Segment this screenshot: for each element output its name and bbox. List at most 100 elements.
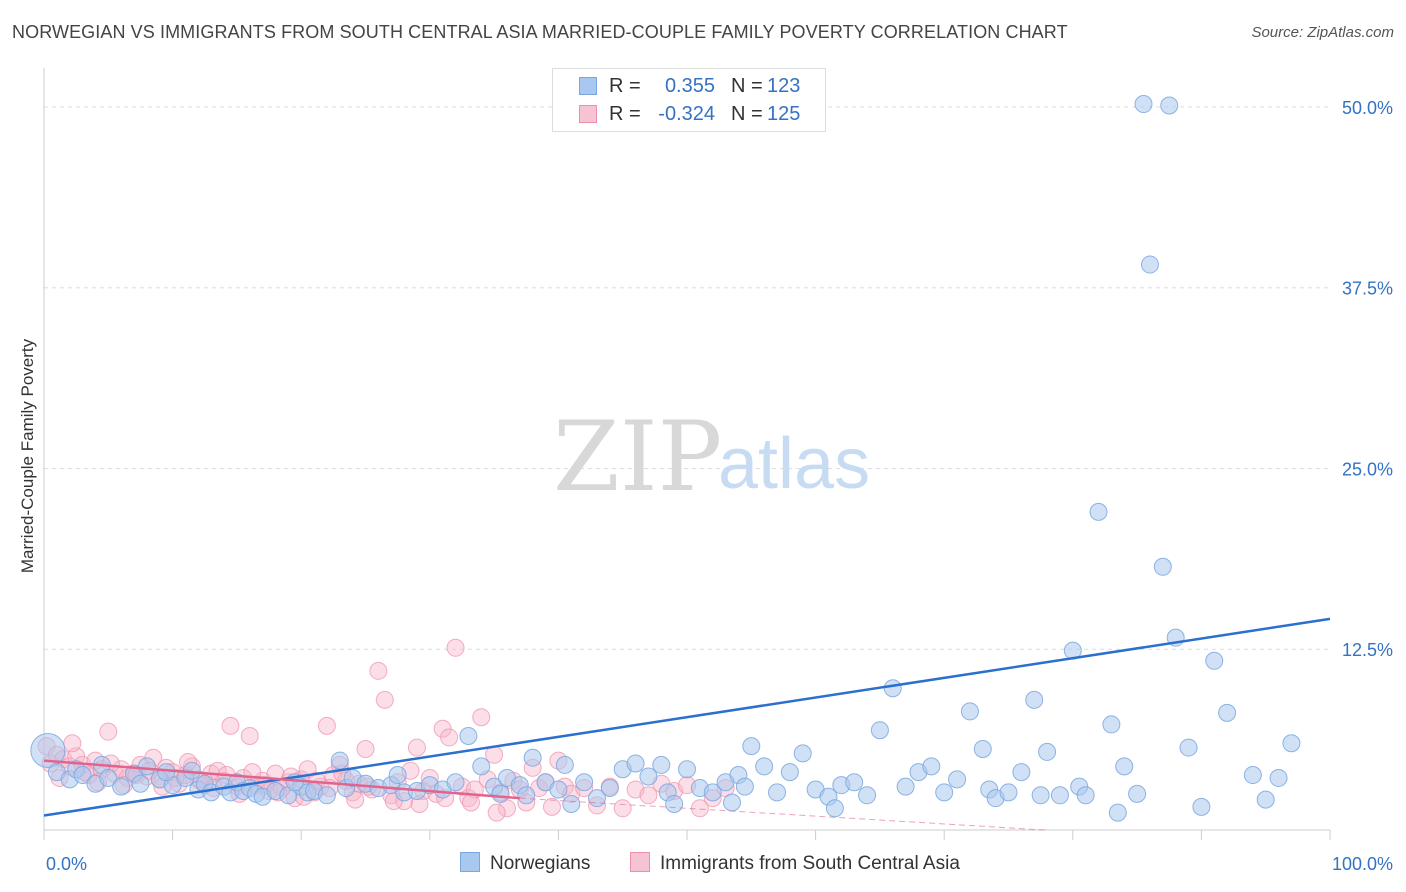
norwegians-point: [137, 757, 156, 776]
n-value-norwegians: 123: [767, 75, 801, 97]
correlation-stats-box: R = 0.355 N = 123 R = -0.324 N = 125: [552, 68, 826, 132]
immigrants-point: [487, 803, 506, 822]
norwegians-point: [652, 755, 671, 774]
y-tick-label: 37.5%: [1342, 279, 1393, 299]
n-value-immigrants: 125: [767, 103, 801, 125]
immigrants-point: [99, 722, 118, 741]
norwegians-point: [1140, 255, 1159, 274]
norwegians-point: [317, 786, 336, 805]
norwegians-point: [1108, 803, 1127, 822]
norwegians-point: [1243, 766, 1262, 785]
norwegians-point: [131, 774, 150, 793]
immigrants-point: [407, 738, 426, 757]
immigrants-point: [446, 638, 465, 657]
norwegians-point: [922, 757, 941, 776]
norwegians-point: [1128, 784, 1147, 803]
norwegians-point: [768, 783, 787, 802]
norwegians-point: [626, 754, 645, 773]
norwegians-point: [780, 763, 799, 782]
norwegians-point: [735, 777, 754, 796]
norwegians-point: [575, 773, 594, 792]
norwegians-point: [491, 784, 510, 803]
axes: [43, 68, 1331, 840]
norwegians-point: [1153, 557, 1172, 576]
norwegians-point: [73, 766, 92, 785]
x-tick-label: 100.0%: [1332, 854, 1393, 874]
trend-lines: [43, 617, 1331, 831]
norwegians-points: [30, 95, 1301, 822]
grid-lines: [44, 106, 1330, 650]
norwegians-point: [665, 794, 684, 813]
norwegians-point: [1038, 742, 1057, 761]
norwegians-point: [935, 783, 954, 802]
stats-row-norwegians: R = 0.355 N = 123: [553, 73, 825, 99]
norwegians-point: [549, 780, 568, 799]
norwegians-point: [1031, 786, 1050, 805]
legend-item-norwegians[interactable]: Norwegians: [460, 852, 590, 875]
norwegians-point: [446, 773, 465, 792]
norwegians-point: [742, 737, 761, 756]
immigrants-point: [542, 797, 561, 816]
norwegians-point: [1012, 763, 1031, 782]
immigrants-legend-swatch: [630, 852, 650, 872]
norwegians-point: [562, 794, 581, 813]
norwegians-point: [883, 679, 902, 698]
stats-row-immigrants: R = -0.324 N = 125: [553, 101, 825, 127]
r-label: R =: [609, 75, 641, 97]
norwegians-point: [112, 777, 131, 796]
norwegians-point: [600, 779, 619, 798]
source-label: Source: ZipAtlas.com: [1251, 24, 1394, 41]
n-label: N =: [731, 103, 763, 125]
immigrants-point: [613, 799, 632, 818]
watermark-zip: ZIP: [553, 401, 722, 513]
norwegians-point: [858, 786, 877, 805]
norwegians-point: [723, 793, 742, 812]
norwegians-point: [30, 732, 66, 768]
immigrants-trend-line: [43, 759, 520, 800]
norwegians-point: [1115, 757, 1134, 776]
r-label: R =: [609, 103, 641, 125]
norwegians-point: [793, 744, 812, 763]
norwegians-point: [1076, 786, 1095, 805]
norwegians-point: [330, 751, 349, 770]
norwegians-swatch: [579, 77, 597, 95]
norwegians-point: [948, 770, 967, 789]
legend-label-norwegians: Norwegians: [490, 853, 591, 874]
immigrants-point: [221, 716, 240, 735]
norwegians-point: [472, 757, 491, 776]
n-label: N =: [731, 75, 763, 97]
norwegians-point: [703, 783, 722, 802]
immigrants-trend-extension: [519, 797, 1048, 831]
norwegians-point: [517, 786, 536, 805]
norwegians-trend-line: [43, 617, 1331, 817]
norwegians-point: [1282, 734, 1301, 753]
norwegians-point: [1256, 790, 1275, 809]
norwegians-point: [1218, 703, 1237, 722]
immigrants-point: [461, 793, 480, 812]
immigrants-point: [440, 728, 459, 747]
y-tick-label: 25.0%: [1342, 459, 1393, 479]
norwegians-point: [1025, 690, 1044, 709]
chart-title: NORWEGIAN VS IMMIGRANTS FROM SOUTH CENTR…: [12, 22, 1068, 42]
legend-item-immigrants[interactable]: Immigrants from South Central Asia: [630, 852, 960, 875]
immigrants-point: [63, 734, 82, 753]
immigrants-swatch: [579, 105, 597, 123]
norwegians-point: [1050, 786, 1069, 805]
norwegians-point: [845, 773, 864, 792]
immigrants-point: [317, 716, 336, 735]
norwegians-point: [1160, 96, 1179, 115]
r-value-immigrants: -0.324: [658, 103, 715, 125]
norwegians-point: [555, 755, 574, 774]
immigrants-point: [356, 740, 375, 759]
norwegians-point: [825, 799, 844, 818]
immigrants-point: [375, 690, 394, 709]
immigrants-point: [369, 661, 388, 680]
norwegians-point: [1192, 797, 1211, 816]
norwegians-point: [1102, 715, 1121, 734]
norwegians-point: [973, 740, 992, 759]
y-tick-label: 12.5%: [1342, 640, 1393, 660]
norwegians-point: [1269, 768, 1288, 787]
legend-label-immigrants: Immigrants from South Central Asia: [660, 853, 960, 874]
norwegians-point: [157, 763, 176, 782]
watermark-atlas: atlas: [718, 424, 870, 504]
